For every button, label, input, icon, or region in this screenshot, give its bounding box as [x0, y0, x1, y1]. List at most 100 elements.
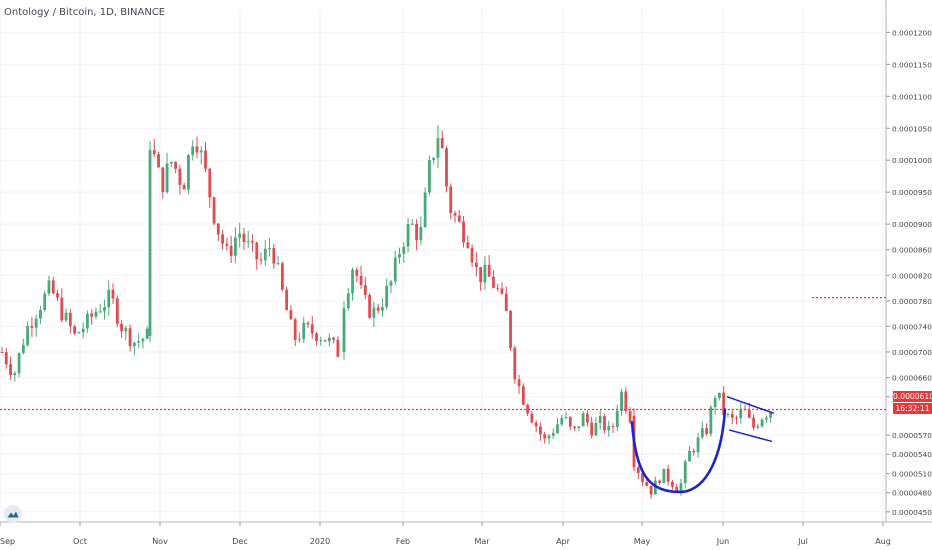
candle-up — [327, 333, 331, 347]
candle-down — [208, 167, 212, 208]
candle-body — [51, 280, 55, 294]
candle-body — [620, 391, 623, 411]
candle-down — [705, 423, 708, 437]
candle-body — [161, 167, 165, 193]
candle-body — [327, 337, 331, 342]
candle-down — [212, 196, 216, 226]
candle-body — [336, 339, 340, 357]
y-tick-label: 0.0001200 — [892, 28, 932, 37]
candle-body — [229, 245, 233, 256]
tradingview-logo-icon[interactable] — [4, 505, 22, 523]
candle-down — [649, 485, 653, 499]
candle-body — [323, 340, 327, 342]
candle-body — [276, 263, 280, 265]
candle-up — [98, 304, 102, 314]
candle-body — [445, 148, 448, 187]
chart-grid — [0, 10, 886, 522]
candle-down — [466, 235, 470, 249]
candle-body — [423, 192, 427, 227]
candle-up — [148, 140, 152, 343]
candle-body — [679, 483, 683, 492]
candle-up — [428, 155, 431, 196]
candle-body — [332, 337, 336, 340]
candle-body — [225, 243, 229, 246]
candle-down — [323, 340, 327, 342]
candle-down — [474, 252, 478, 277]
candle-down — [517, 374, 521, 394]
candle-down — [128, 324, 132, 352]
candle-up — [165, 152, 169, 194]
cup-curve-drawing — [630, 408, 727, 494]
candle-down — [479, 267, 483, 291]
candle-down — [0, 346, 4, 354]
candle-body — [764, 417, 768, 420]
candle-body — [492, 276, 495, 288]
candle-body — [372, 307, 376, 318]
candle-down — [376, 304, 380, 314]
candle-body — [453, 213, 457, 216]
candle-up — [615, 404, 619, 432]
candle-down — [332, 336, 336, 344]
candle-body — [543, 434, 547, 439]
candle-body — [103, 307, 106, 312]
candle-body — [351, 269, 354, 294]
candle-down — [671, 480, 674, 490]
candle-down — [628, 406, 632, 424]
y-tick-label: 0.0000510 — [892, 469, 932, 478]
candle-body — [483, 264, 487, 283]
candle-body — [457, 215, 461, 222]
candle-down — [293, 317, 297, 346]
candle-body — [406, 224, 410, 247]
candle-down — [453, 210, 457, 223]
candle-up — [607, 420, 611, 437]
candle-down — [336, 336, 340, 358]
candle-down — [157, 152, 160, 168]
candle-body — [551, 433, 555, 436]
candle-body — [21, 344, 25, 354]
candle-up — [393, 250, 397, 285]
chart-title: Ontology / Bitcoin, 1D, BINANCE — [4, 7, 166, 18]
candle-up — [77, 331, 81, 334]
candle-body — [534, 422, 538, 427]
candle-body — [263, 248, 267, 261]
candle-down — [526, 403, 530, 417]
candle-body — [556, 424, 559, 434]
candle-body — [730, 413, 734, 418]
candle-body — [56, 293, 59, 298]
candle-down — [573, 426, 576, 431]
candle-down — [504, 286, 508, 312]
candle-up — [263, 240, 267, 266]
candle-body — [500, 288, 504, 294]
candle-body — [590, 422, 594, 436]
candle-up — [436, 125, 440, 169]
candle-body — [212, 197, 216, 224]
x-tick-label: Jul — [797, 537, 808, 546]
candle-body — [432, 157, 436, 160]
candle-down — [603, 413, 606, 434]
candle-down — [161, 167, 165, 199]
candle-up — [564, 411, 568, 420]
candle-body — [718, 392, 721, 398]
candle-up — [419, 216, 423, 246]
candle-up — [137, 333, 141, 349]
candle-body — [509, 311, 512, 348]
candle-body — [81, 328, 85, 333]
y-tick-label: 0.0000570 — [892, 431, 932, 440]
candle-body — [530, 413, 534, 423]
candle-down — [310, 315, 314, 339]
candle-body — [760, 419, 764, 427]
candle-down — [487, 255, 491, 277]
x-tick-label: Mar — [474, 537, 490, 546]
candle-up — [47, 275, 51, 296]
candle-down — [585, 409, 589, 427]
candle-up — [709, 404, 713, 437]
candle-body — [624, 391, 628, 411]
candle-up — [43, 290, 47, 312]
candle-body — [611, 426, 615, 428]
candle-body — [568, 417, 572, 427]
candle-body — [255, 242, 259, 260]
candle-body — [675, 486, 679, 492]
candle-down — [115, 295, 119, 328]
candle-body — [462, 221, 465, 243]
